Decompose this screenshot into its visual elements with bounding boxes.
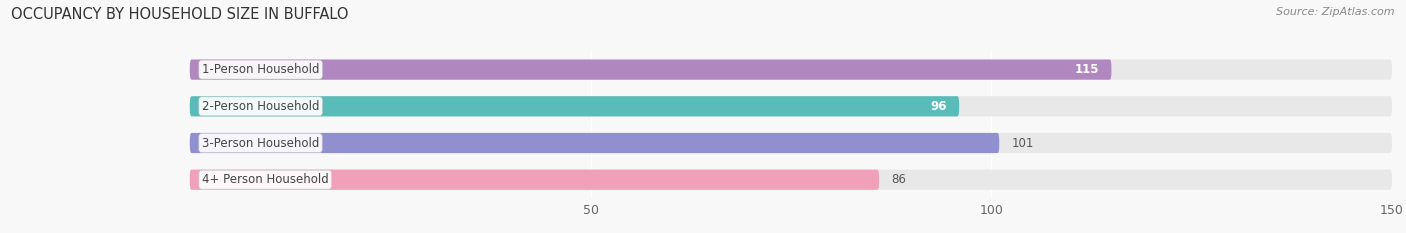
- FancyBboxPatch shape: [190, 133, 1000, 153]
- FancyBboxPatch shape: [190, 96, 1392, 116]
- Text: OCCUPANCY BY HOUSEHOLD SIZE IN BUFFALO: OCCUPANCY BY HOUSEHOLD SIZE IN BUFFALO: [11, 7, 349, 22]
- Text: 2-Person Household: 2-Person Household: [202, 100, 319, 113]
- FancyBboxPatch shape: [190, 96, 959, 116]
- Text: 115: 115: [1076, 63, 1099, 76]
- Text: 101: 101: [1011, 137, 1033, 150]
- Text: 96: 96: [931, 100, 948, 113]
- FancyBboxPatch shape: [190, 170, 879, 190]
- FancyBboxPatch shape: [190, 59, 1392, 80]
- FancyBboxPatch shape: [190, 133, 1392, 153]
- FancyBboxPatch shape: [190, 170, 1392, 190]
- FancyBboxPatch shape: [190, 59, 1111, 80]
- Text: 3-Person Household: 3-Person Household: [202, 137, 319, 150]
- Text: 4+ Person Household: 4+ Person Household: [202, 173, 329, 186]
- Text: 86: 86: [891, 173, 905, 186]
- Text: 1-Person Household: 1-Person Household: [202, 63, 319, 76]
- Text: Source: ZipAtlas.com: Source: ZipAtlas.com: [1277, 7, 1395, 17]
